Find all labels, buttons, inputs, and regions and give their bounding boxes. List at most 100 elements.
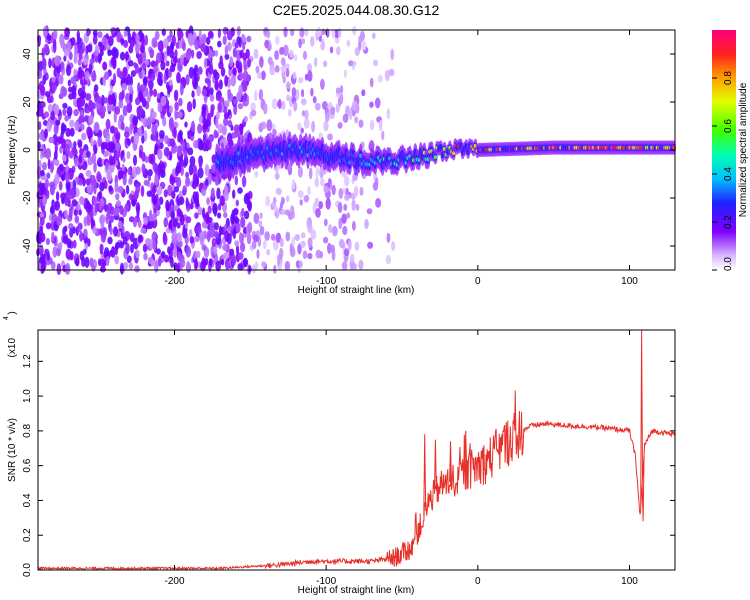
noise-blob [232,67,237,76]
y-tick-label: -20 [22,190,33,205]
noise-blob [271,98,278,110]
noise-blob [359,186,364,196]
noise-blob [225,260,230,271]
noise-blob [354,116,359,124]
noise-blob [53,159,58,166]
noise-blob [314,197,320,207]
noise-blob [91,152,97,164]
noise-blob [246,201,252,210]
noise-blob [218,225,222,237]
noise-blob [266,119,273,132]
noise-blob [38,235,42,245]
noise-blob [224,100,230,108]
noise-blob [74,157,80,167]
noise-blob [371,32,376,39]
noise-blob [179,83,184,96]
noise-blob [122,174,127,186]
noise-blob [209,87,214,96]
noise-blob [200,43,207,53]
noise-blob [93,84,99,92]
noise-blob [209,93,215,102]
noise-blob [91,53,95,60]
noise-blob [185,171,190,179]
noise-blob [366,208,373,215]
noise-blob [38,132,45,140]
noise-blob [207,173,212,186]
noise-blob [70,76,77,85]
noise-blob [173,126,177,139]
noise-blob [151,37,158,49]
noise-blob [265,195,271,207]
noise-blob [154,30,160,40]
noise-blob [373,59,378,67]
ridge-core [452,151,456,156]
noise-blob [102,227,107,234]
noise-blob [118,114,125,123]
noise-blob [64,263,71,275]
noise-blob [189,229,193,237]
noise-blob [232,227,237,240]
noise-blob [93,121,100,134]
noise-blob [374,97,381,109]
noise-blob [151,111,157,119]
noise-blob [125,92,131,104]
noise-blob [195,225,202,235]
noise-blob [96,96,102,105]
noise-blob [205,212,210,224]
noise-blob [194,39,200,51]
noise-blob [236,26,241,37]
noise-blob [293,101,298,112]
colorbar-tick-label: 0.0 [723,257,734,271]
noise-blob [191,90,195,98]
noise-blob [59,145,63,154]
noise-blob [255,65,260,74]
noise-blob [157,71,162,79]
noise-blob [54,55,61,67]
noise-blob [237,65,242,73]
noise-blob [266,249,271,256]
noise-blob [280,208,286,216]
noise-blob [301,110,306,117]
snr-x-axis: -200 -100 0 100 [164,330,638,587]
noise-blob [171,190,176,199]
noise-blob [89,58,94,66]
noise-blob [111,46,118,58]
x-tick-label: 0 [475,576,481,587]
noise-blob [150,60,156,68]
noise-blob [77,87,84,97]
noise-blob [354,185,359,198]
noise-blob [375,198,382,208]
noise-blob [110,141,116,154]
noise-blob [58,74,64,85]
noise-blob [152,212,157,222]
noise-blob [147,169,153,177]
noise-blob [168,151,173,161]
noise-blob [170,210,175,220]
noise-blob [221,125,227,136]
noise-blob [140,227,146,234]
noise-blob [338,27,342,38]
noise-blob [85,169,92,178]
noise-blob [41,262,46,274]
noise-blob [45,222,52,230]
noise-blob [223,212,228,219]
noise-blob [133,154,137,166]
noise-blob [89,257,94,268]
noise-blob [56,248,61,257]
noise-blob [234,240,240,247]
noise-blob [306,218,311,230]
noise-blob [191,49,195,59]
noise-blob [169,138,176,148]
noise-blob [343,203,348,211]
noise-blob [92,29,98,37]
snr-panel: -200 -100 0 100 0.0 0.2 0.4 0.6 0.8 1.0 1.2 Heigh… [3,311,676,596]
noise-blob [124,51,129,62]
noise-blob [367,241,374,249]
y-tick-label: 0.8 [22,423,33,437]
noise-blob [98,191,103,200]
noise-blob [215,260,221,272]
noise-blob [325,197,331,210]
noise-blob [122,66,128,78]
noise-blob [186,101,193,113]
noise-blob [122,236,128,245]
